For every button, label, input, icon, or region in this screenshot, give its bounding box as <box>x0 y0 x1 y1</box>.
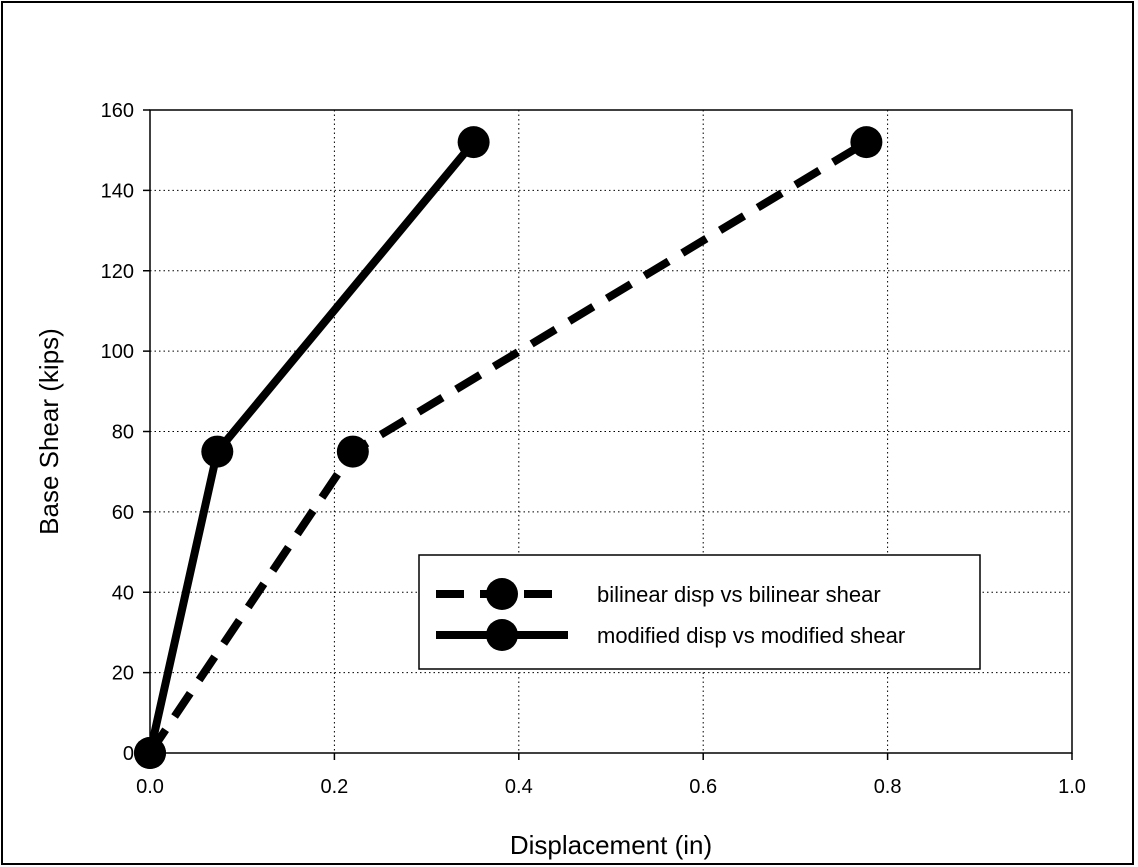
y-tick-label: 40 <box>112 582 134 604</box>
x-tick-label: 0.6 <box>689 776 717 798</box>
x-axis-title: Displacement (in) <box>510 830 712 860</box>
y-tick-label: 120 <box>101 261 134 283</box>
series-2-point <box>457 126 490 159</box>
legend-box <box>418 554 981 670</box>
series-2-point <box>201 435 234 468</box>
y-tick-label: 60 <box>112 502 134 524</box>
x-tick-label: 0.4 <box>505 776 533 798</box>
x-tick-label: 0.0 <box>136 776 164 798</box>
legend-swatch-marker-1 <box>486 578 518 610</box>
legend-label-2: modified disp vs modified shear <box>597 623 905 648</box>
y-tick-label: 100 <box>101 341 134 363</box>
y-tick-label: 80 <box>112 422 134 444</box>
y-tick-label: 140 <box>101 180 134 202</box>
series-1-point <box>336 435 369 468</box>
x-tick-label: 0.8 <box>874 776 902 798</box>
y-tick-label: 160 <box>101 100 134 122</box>
series-1-point <box>850 126 883 159</box>
y-axis-title: Base Shear (kips) <box>34 328 64 535</box>
x-tick-label: 0.2 <box>320 776 348 798</box>
axis-ticks: 0.0 0.2 0.4 0.6 0.8 1.0 0 20 40 60 80 100 120 140 160 <box>101 100 1086 798</box>
y-tick-label: 20 <box>112 663 134 685</box>
x-tick-label: 1.0 <box>1058 776 1086 798</box>
series-2-point <box>134 737 166 769</box>
legend: bilinear disp vs bilinear shear modified … <box>418 554 981 670</box>
legend-label-1: bilinear disp vs bilinear shear <box>597 582 881 607</box>
legend-items: bilinear disp vs bilinear shear modified … <box>436 578 905 651</box>
y-tick-label: 0 <box>123 743 134 765</box>
series-layer <box>134 126 883 769</box>
legend-swatch-marker-2 <box>486 619 518 651</box>
